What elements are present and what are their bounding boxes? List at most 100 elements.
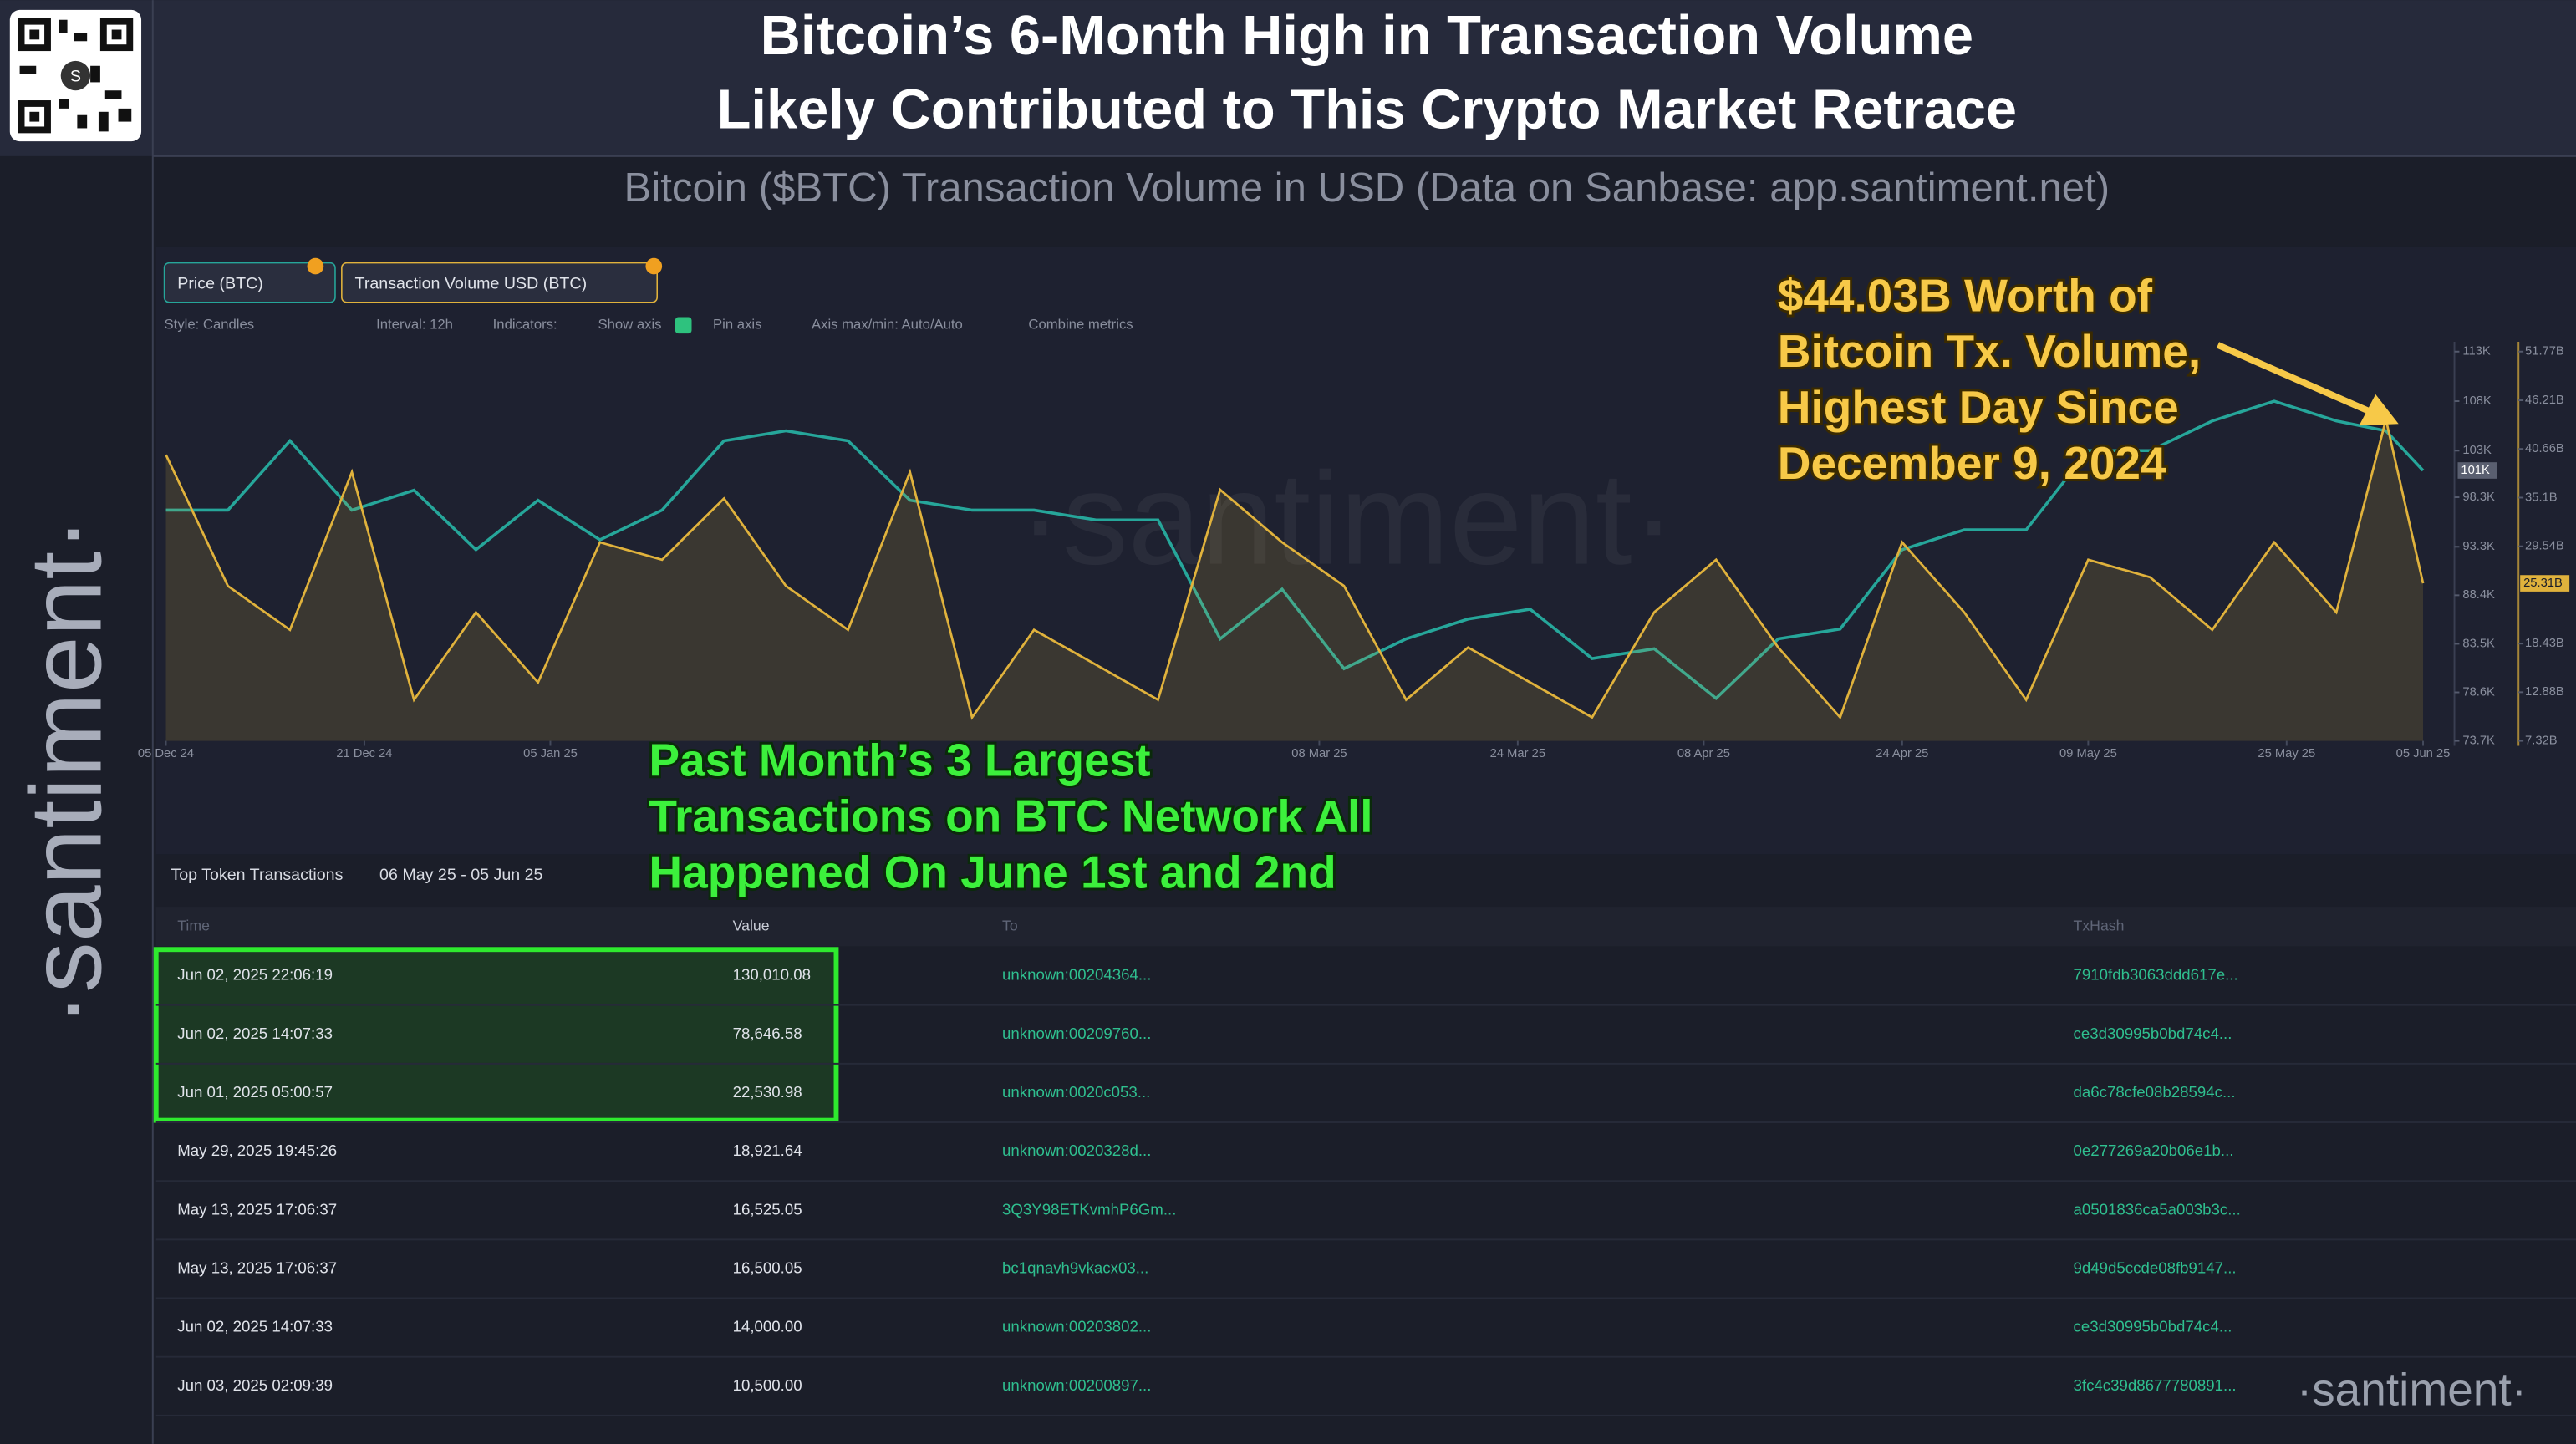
annotation-yellow: December 9, 2024 [1778,437,2166,489]
title-line: Bitcoin’s 6-Month High in Transaction Vo… [761,5,1973,67]
column-header: Time [177,917,210,933]
volume-line [165,419,2425,720]
table-cell: Jun 02, 2025 14:07:33 [177,1318,333,1335]
toolbar-item[interactable]: Pin axis [713,317,761,333]
table-cell: 18,921.64 [733,1141,802,1159]
table-cell: Jun 02, 2025 22:06:19 [177,966,333,984]
table-cell[interactable]: 7910fdb3063ddd617e... [2074,966,2238,984]
table-cell: May 13, 2025 17:06:37 [177,1258,337,1276]
metric-badge [645,257,663,275]
table-cell: May 29, 2025 19:45:26 [177,1141,337,1159]
x-tick-label: 05 Dec 24 [138,747,194,760]
table-cell[interactable]: unknown:0020328d... [1002,1141,1151,1159]
x-tick-label: 21 Dec 24 [336,747,392,760]
metric-badge [307,257,324,275]
toolbar-item[interactable]: Axis max/min: Auto/Auto [812,317,963,333]
table-cell[interactable]: unknown:00204364... [1002,966,1151,984]
annotation-yellow: Bitcoin Tx. Volume, [1778,325,2201,377]
annotation-green: Transactions on BTC Network All [649,790,1372,841]
y2-tick-label: 40.66B [2525,442,2564,455]
x-tick-label: 05 Jun 25 [2396,747,2451,760]
volume-area [165,419,2424,741]
table-cell: 130,010.08 [733,966,811,984]
x-tick-label: 24 Apr 25 [1876,747,1928,760]
y-tick-label: 83.5K [2462,637,2495,650]
table-cell[interactable]: bc1qnavh9vkacx03... [1002,1258,1148,1276]
column-header[interactable]: Value [733,917,770,933]
annotation-arrowhead [2359,394,2399,426]
toolbar-item[interactable]: Combine metrics [1028,317,1133,333]
table-cell: May 13, 2025 17:06:37 [177,1200,337,1218]
y2-tick-label: 46.21B [2525,394,2564,407]
header-band [0,0,2576,156]
x-tick-label: 08 Apr 25 [1677,747,1730,760]
table-cell: 16,525.05 [733,1200,802,1218]
y-tick-label: 73.7K [2462,734,2495,747]
table-cell[interactable]: da6c78cfe08b28594c... [2074,1083,2236,1101]
table-cell[interactable]: unknown:00200897... [1002,1376,1151,1394]
last-value-label: 25.31B [2523,577,2563,590]
qr-code: S [9,9,142,142]
y-tick-label: 93.3K [2462,540,2495,553]
table-cell[interactable]: ce3d30995b0bd74c4... [2074,1025,2232,1042]
table-cell[interactable]: ce3d30995b0bd74c4... [2074,1318,2232,1335]
table-cell[interactable]: 3Q3Y98ETKvmhP6Gm... [1002,1200,1176,1218]
toolbar-item[interactable]: Style: Candles [165,317,255,333]
table-cell: 78,646.58 [733,1025,802,1042]
y2-tick-label: 7.32B [2525,734,2558,747]
table-cell[interactable]: 3fc4c39d8677780891... [2074,1376,2237,1394]
y-tick-label: 113K [2462,345,2490,358]
metric-tab[interactable] [341,262,659,303]
y-tick-label: 103K [2462,444,2492,457]
highlight-box [153,947,839,1123]
table-cell: Jun 01, 2025 05:00:57 [177,1083,333,1101]
toolbar-item[interactable]: Interval: 12h [376,317,453,333]
last-value-box [2520,575,2570,592]
date-range[interactable]: 06 May 25 - 05 Jun 25 [379,866,543,884]
y2-tick-label: 51.77B [2525,345,2564,358]
metric-tab-label: Transaction Volume USD (BTC) [355,274,588,292]
table-header-band [155,907,2576,947]
table-cell: 14,000.00 [733,1318,802,1335]
x-tick-label: 09 May 25 [2059,747,2117,760]
y2-tick-label: 18.43B [2525,637,2564,650]
x-tick-label: 05 Jan 25 [523,747,578,760]
table-cell[interactable]: unknown:0020c053... [1002,1083,1150,1101]
annotation-yellow: $44.03B Worth of [1778,269,2153,321]
toolbar-item[interactable]: Show axis [598,317,661,333]
table-title: Top Token Transactions [171,866,343,884]
table-cell[interactable]: unknown:00209760... [1002,1025,1151,1042]
metric-tab[interactable] [163,262,336,303]
table-cell[interactable]: unknown:00203802... [1002,1318,1151,1335]
column-header: To [1002,917,1018,933]
sidebar-brand: ·santiment· [9,517,123,1026]
toolbar-item[interactable]: Indicators: [493,317,557,333]
y-tick-label: 108K [2462,394,2492,408]
annotation-green: Happened On June 1st and 2nd [649,846,1336,897]
y-tick-label: 78.6K [2462,685,2495,699]
corner-brand: ·santiment· [2297,1363,2527,1415]
column-header: TxHash [2074,917,2125,933]
x-tick-label: 08 Mar 25 [1291,747,1347,760]
y2-tick-label: 35.1B [2525,491,2558,504]
metric-tab-label: Price (BTC) [177,274,263,292]
title-line: Likely Contributed to This Crypto Market… [717,79,2018,140]
annotation-green: Past Month’s 3 Largest [649,735,1150,786]
table-cell[interactable]: 0e277269a20b06e1b... [2074,1141,2234,1159]
table-cell[interactable]: 9d49d5ccde08fb9147... [2074,1258,2237,1276]
last-value-label: 101K [2461,464,2490,477]
x-tick-label: 25 May 25 [2258,747,2315,760]
table-cell[interactable]: a0501836ca5a003b3c... [2074,1200,2241,1218]
chart-panel [155,246,2576,855]
price-line [165,399,2425,701]
last-value-box [2457,462,2497,479]
annotation-yellow: Highest Day Since [1778,381,2179,433]
y-tick-label: 98.3K [2462,491,2495,504]
show-axis-checkbox [675,317,692,334]
x-tick-label: 24 Mar 25 [1490,747,1545,760]
table-cell: Jun 03, 2025 02:09:39 [177,1376,333,1394]
table-cell: 16,500.05 [733,1258,802,1276]
y2-tick-label: 12.88B [2525,685,2564,699]
subtitle: Bitcoin ($BTC) Transaction Volume in USD… [624,165,2110,211]
